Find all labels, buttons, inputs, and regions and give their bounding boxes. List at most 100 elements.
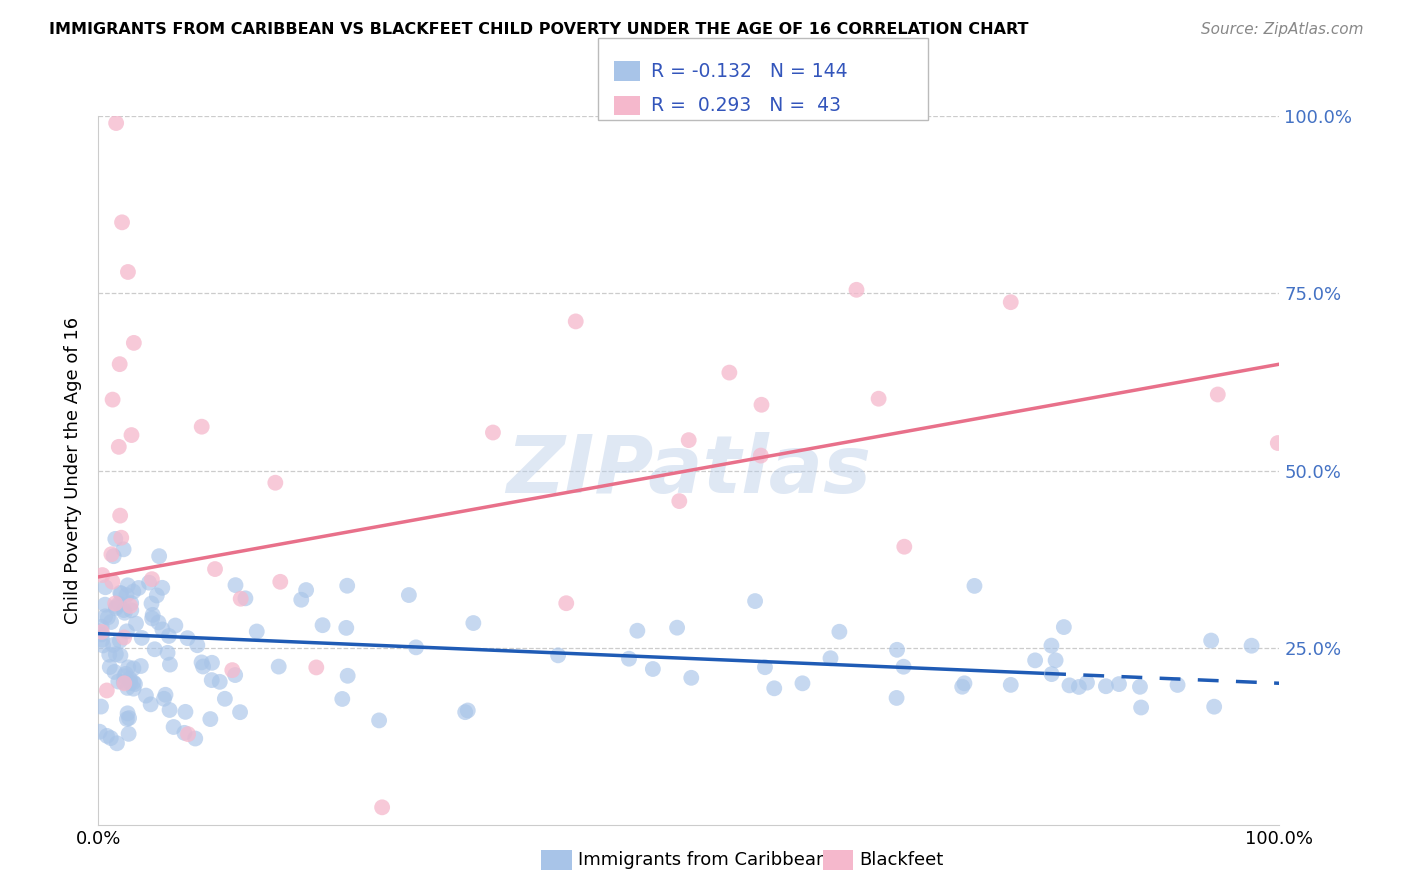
- Point: [1076, 675, 1098, 690]
- Point: [295, 583, 318, 598]
- Point: [112, 603, 135, 617]
- Point: [148, 549, 170, 563]
- Point: [1240, 639, 1263, 653]
- Point: [155, 688, 177, 702]
- Point: [104, 532, 127, 546]
- Point: [626, 624, 648, 638]
- Point: [953, 676, 976, 690]
- Point: [950, 680, 973, 694]
- Point: [336, 669, 359, 683]
- Point: [153, 691, 176, 706]
- Point: [107, 674, 129, 689]
- Point: [110, 531, 132, 545]
- Point: [148, 615, 170, 630]
- Point: [224, 668, 246, 682]
- Point: [176, 631, 198, 645]
- Point: [1000, 678, 1022, 692]
- Point: [152, 623, 174, 637]
- Point: [162, 720, 184, 734]
- Point: [94, 598, 117, 612]
- Point: [290, 592, 312, 607]
- Point: [122, 335, 145, 350]
- Point: [117, 265, 139, 279]
- Point: [94, 580, 117, 594]
- Point: [120, 599, 142, 613]
- Point: [112, 675, 135, 690]
- Text: ZIPatlas: ZIPatlas: [506, 432, 872, 509]
- Point: [117, 660, 139, 674]
- Point: [744, 594, 766, 608]
- Point: [159, 657, 181, 672]
- Point: [122, 584, 145, 599]
- Point: [1040, 639, 1063, 653]
- Point: [678, 433, 700, 447]
- Point: [157, 629, 180, 643]
- Point: [886, 642, 908, 657]
- Point: [208, 674, 231, 689]
- Point: [201, 673, 224, 687]
- Point: [547, 648, 569, 663]
- Point: [1045, 653, 1067, 667]
- Point: [141, 611, 163, 625]
- Point: [111, 215, 134, 229]
- Point: [110, 648, 132, 663]
- Text: Immigrants from Caribbean: Immigrants from Caribbean: [578, 851, 827, 869]
- Point: [269, 574, 291, 589]
- Point: [112, 676, 135, 690]
- Point: [1199, 633, 1222, 648]
- Point: [886, 690, 908, 705]
- Point: [668, 494, 690, 508]
- Point: [129, 659, 152, 673]
- Point: [214, 691, 236, 706]
- Point: [121, 428, 143, 442]
- Point: [1095, 679, 1118, 693]
- Text: IMMIGRANTS FROM CARIBBEAN VS BLACKFEET CHILD POVERTY UNDER THE AGE OF 16 CORRELA: IMMIGRANTS FROM CARIBBEAN VS BLACKFEET C…: [49, 22, 1029, 37]
- Point: [91, 632, 114, 647]
- Point: [122, 675, 145, 690]
- Point: [335, 621, 357, 635]
- Point: [1267, 436, 1289, 450]
- Point: [177, 727, 200, 741]
- Point: [893, 659, 915, 673]
- Point: [112, 631, 135, 645]
- Point: [100, 615, 122, 629]
- Text: Blackfeet: Blackfeet: [859, 851, 943, 869]
- Point: [1059, 678, 1081, 692]
- Point: [174, 705, 197, 719]
- Point: [371, 800, 394, 814]
- Point: [204, 562, 226, 576]
- Point: [457, 703, 479, 717]
- Point: [131, 631, 153, 645]
- Point: [120, 603, 142, 617]
- Point: [120, 596, 142, 610]
- Point: [105, 736, 128, 750]
- Point: [1206, 387, 1229, 401]
- Point: [828, 624, 851, 639]
- Point: [820, 651, 842, 665]
- Point: [112, 542, 135, 557]
- Point: [763, 681, 786, 696]
- Text: R = -0.132   N = 144: R = -0.132 N = 144: [651, 62, 848, 80]
- Point: [124, 677, 146, 691]
- Point: [117, 727, 139, 741]
- Point: [107, 440, 129, 454]
- Point: [108, 508, 131, 523]
- Point: [555, 596, 578, 610]
- Point: [564, 314, 586, 328]
- Point: [617, 651, 640, 665]
- Point: [141, 597, 163, 611]
- Text: R =  0.293   N =  43: R = 0.293 N = 43: [651, 96, 841, 115]
- Text: Source: ZipAtlas.com: Source: ZipAtlas.com: [1201, 22, 1364, 37]
- Point: [229, 705, 252, 719]
- Point: [100, 547, 122, 561]
- Point: [94, 609, 117, 624]
- Point: [845, 283, 868, 297]
- Point: [1129, 680, 1152, 694]
- Point: [246, 624, 269, 639]
- Point: [398, 588, 420, 602]
- Point: [135, 689, 157, 703]
- Point: [963, 579, 986, 593]
- Point: [91, 627, 114, 641]
- Point: [110, 587, 132, 601]
- Point: [114, 666, 136, 681]
